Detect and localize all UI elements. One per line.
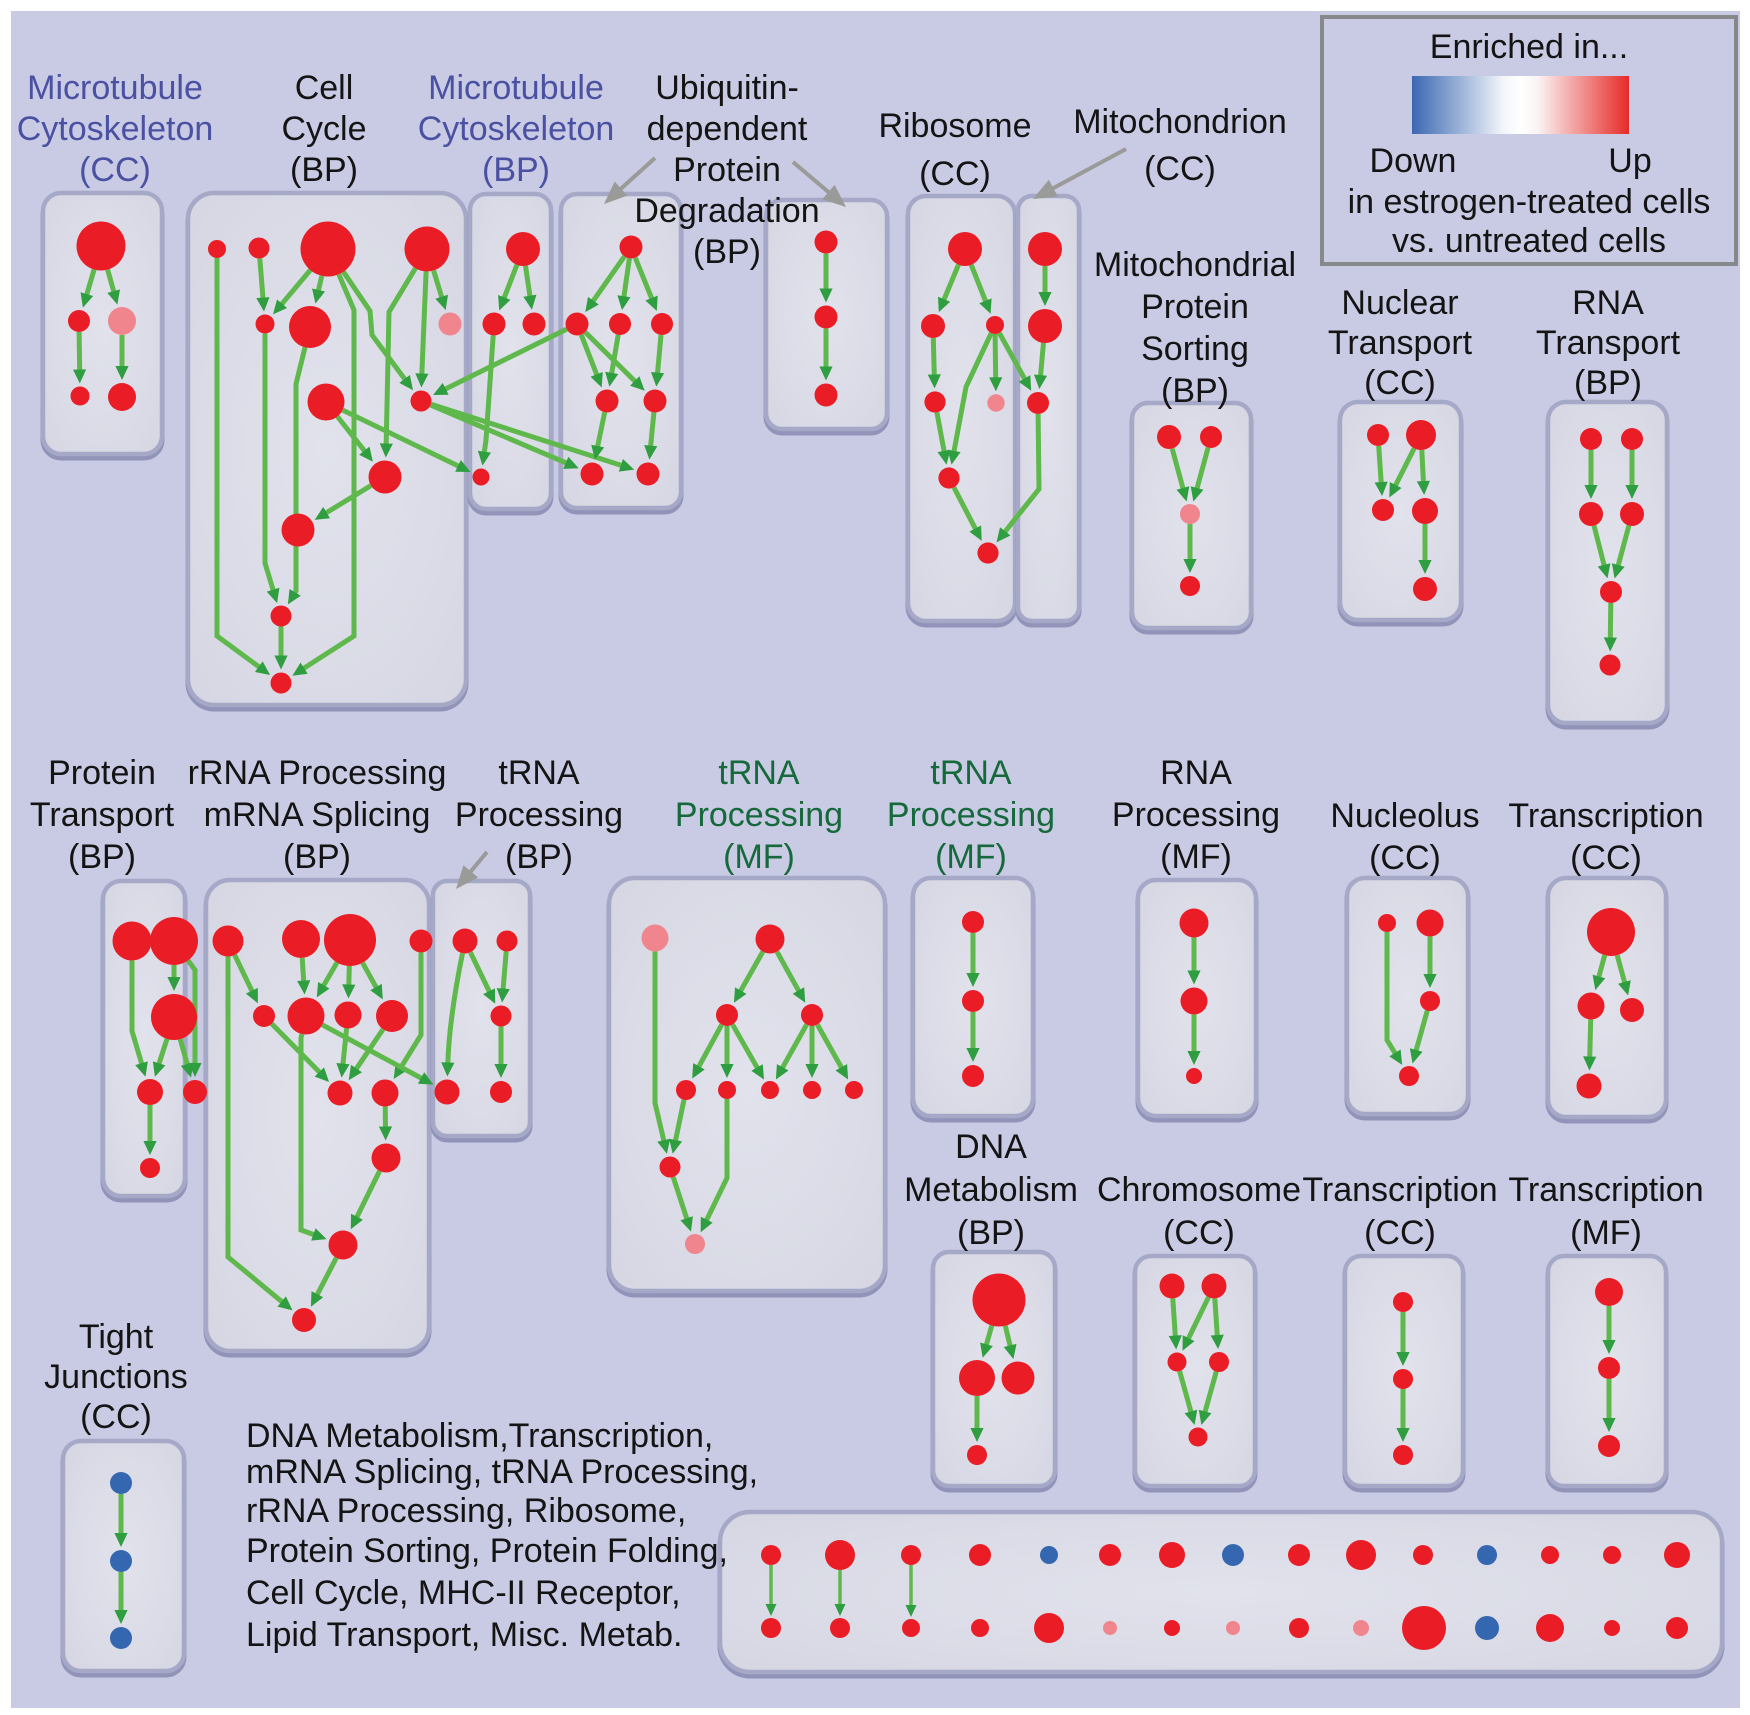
svg-text:Protein: Protein [48, 754, 156, 792]
svg-text:Cell: Cell [295, 69, 354, 107]
svg-text:Transcription: Transcription [1302, 1171, 1497, 1209]
svg-text:(CC): (CC) [1364, 364, 1436, 402]
svg-text:Cytoskeleton: Cytoskeleton [418, 110, 615, 148]
svg-text:Mitochondrial: Mitochondrial [1094, 246, 1296, 284]
svg-text:Protein: Protein [1141, 288, 1249, 326]
svg-text:(CC): (CC) [1144, 150, 1216, 188]
svg-text:Enriched in...: Enriched in... [1430, 28, 1628, 66]
svg-text:Transcription: Transcription [1508, 797, 1703, 835]
svg-text:rRNA Processing, Ribosome,: rRNA Processing, Ribosome, [246, 1492, 686, 1530]
svg-text:Down: Down [1370, 142, 1457, 180]
svg-text:rRNA Processing: rRNA Processing [188, 754, 447, 792]
svg-text:Up: Up [1608, 142, 1651, 180]
svg-text:(MF): (MF) [723, 838, 795, 876]
svg-text:tRNA: tRNA [930, 754, 1012, 792]
svg-text:Ubiquitin-: Ubiquitin- [655, 69, 799, 107]
svg-text:Protein: Protein [673, 151, 781, 189]
svg-text:Protein Sorting, Protein Foldi: Protein Sorting, Protein Folding, [246, 1532, 728, 1570]
svg-text:(CC): (CC) [1369, 839, 1441, 877]
svg-text:(BP): (BP) [1161, 372, 1229, 410]
svg-text:(MF): (MF) [1570, 1214, 1642, 1252]
svg-text:Sorting: Sorting [1141, 330, 1249, 368]
svg-text:(MF): (MF) [935, 838, 1007, 876]
svg-text:in estrogen-treated cells: in estrogen-treated cells [1348, 183, 1711, 221]
svg-text:Lipid Transport, Misc. Metab.: Lipid Transport, Misc. Metab. [246, 1616, 683, 1654]
svg-text:(CC): (CC) [80, 1398, 152, 1436]
svg-text:Chromosome: Chromosome [1097, 1171, 1301, 1209]
svg-text:Cytoskeleton: Cytoskeleton [17, 110, 214, 148]
svg-text:Degradation: Degradation [634, 192, 819, 230]
svg-text:(BP): (BP) [957, 1214, 1025, 1252]
svg-text:(BP): (BP) [290, 151, 358, 189]
svg-text:Microtubule: Microtubule [428, 69, 604, 107]
svg-text:Nuclear: Nuclear [1341, 284, 1458, 322]
svg-text:DNA Metabolism,Transcription,: DNA Metabolism,Transcription, [246, 1417, 713, 1455]
svg-text:dependent: dependent [647, 110, 808, 148]
svg-text:Metabolism: Metabolism [904, 1171, 1078, 1209]
svg-text:(CC): (CC) [79, 151, 151, 189]
svg-text:Cell Cycle, MHC-II Receptor,: Cell Cycle, MHC-II Receptor, [246, 1574, 681, 1612]
svg-text:Processing: Processing [675, 796, 843, 834]
svg-text:Processing: Processing [887, 796, 1055, 834]
svg-text:mRNA Splicing: mRNA Splicing [204, 796, 431, 834]
svg-text:tRNA: tRNA [718, 754, 800, 792]
svg-text:(CC): (CC) [919, 155, 991, 193]
svg-text:mRNA Splicing, tRNA Processing: mRNA Splicing, tRNA Processing, [246, 1453, 758, 1491]
svg-text:tRNA: tRNA [498, 754, 580, 792]
svg-text:(BP): (BP) [693, 233, 761, 271]
svg-text:Transport: Transport [30, 796, 175, 834]
svg-text:Tight: Tight [79, 1318, 154, 1356]
svg-text:Transport: Transport [1536, 324, 1681, 362]
svg-text:RNA: RNA [1160, 754, 1232, 792]
svg-text:Transport: Transport [1328, 324, 1473, 362]
svg-text:Microtubule: Microtubule [27, 69, 203, 107]
svg-text:DNA: DNA [955, 1128, 1027, 1166]
svg-text:Mitochondrion: Mitochondrion [1073, 103, 1287, 141]
svg-text:Transcription: Transcription [1508, 1171, 1703, 1209]
svg-text:Nucleolus: Nucleolus [1330, 797, 1479, 835]
svg-text:vs. untreated cells: vs. untreated cells [1392, 222, 1666, 260]
svg-text:(BP): (BP) [505, 838, 573, 876]
svg-text:Ribosome: Ribosome [878, 107, 1031, 145]
svg-text:(CC): (CC) [1364, 1214, 1436, 1252]
svg-text:(MF): (MF) [1160, 838, 1232, 876]
svg-text:(CC): (CC) [1570, 839, 1642, 877]
svg-text:RNA: RNA [1572, 284, 1644, 322]
svg-text:Processing: Processing [455, 796, 623, 834]
svg-text:Junctions: Junctions [44, 1358, 188, 1396]
svg-text:(BP): (BP) [283, 838, 351, 876]
svg-text:(CC): (CC) [1163, 1214, 1235, 1252]
svg-text:(BP): (BP) [482, 151, 550, 189]
svg-text:Cycle: Cycle [281, 110, 366, 148]
svg-text:Processing: Processing [1112, 796, 1280, 834]
svg-text:(BP): (BP) [68, 838, 136, 876]
svg-text:(BP): (BP) [1574, 364, 1642, 402]
